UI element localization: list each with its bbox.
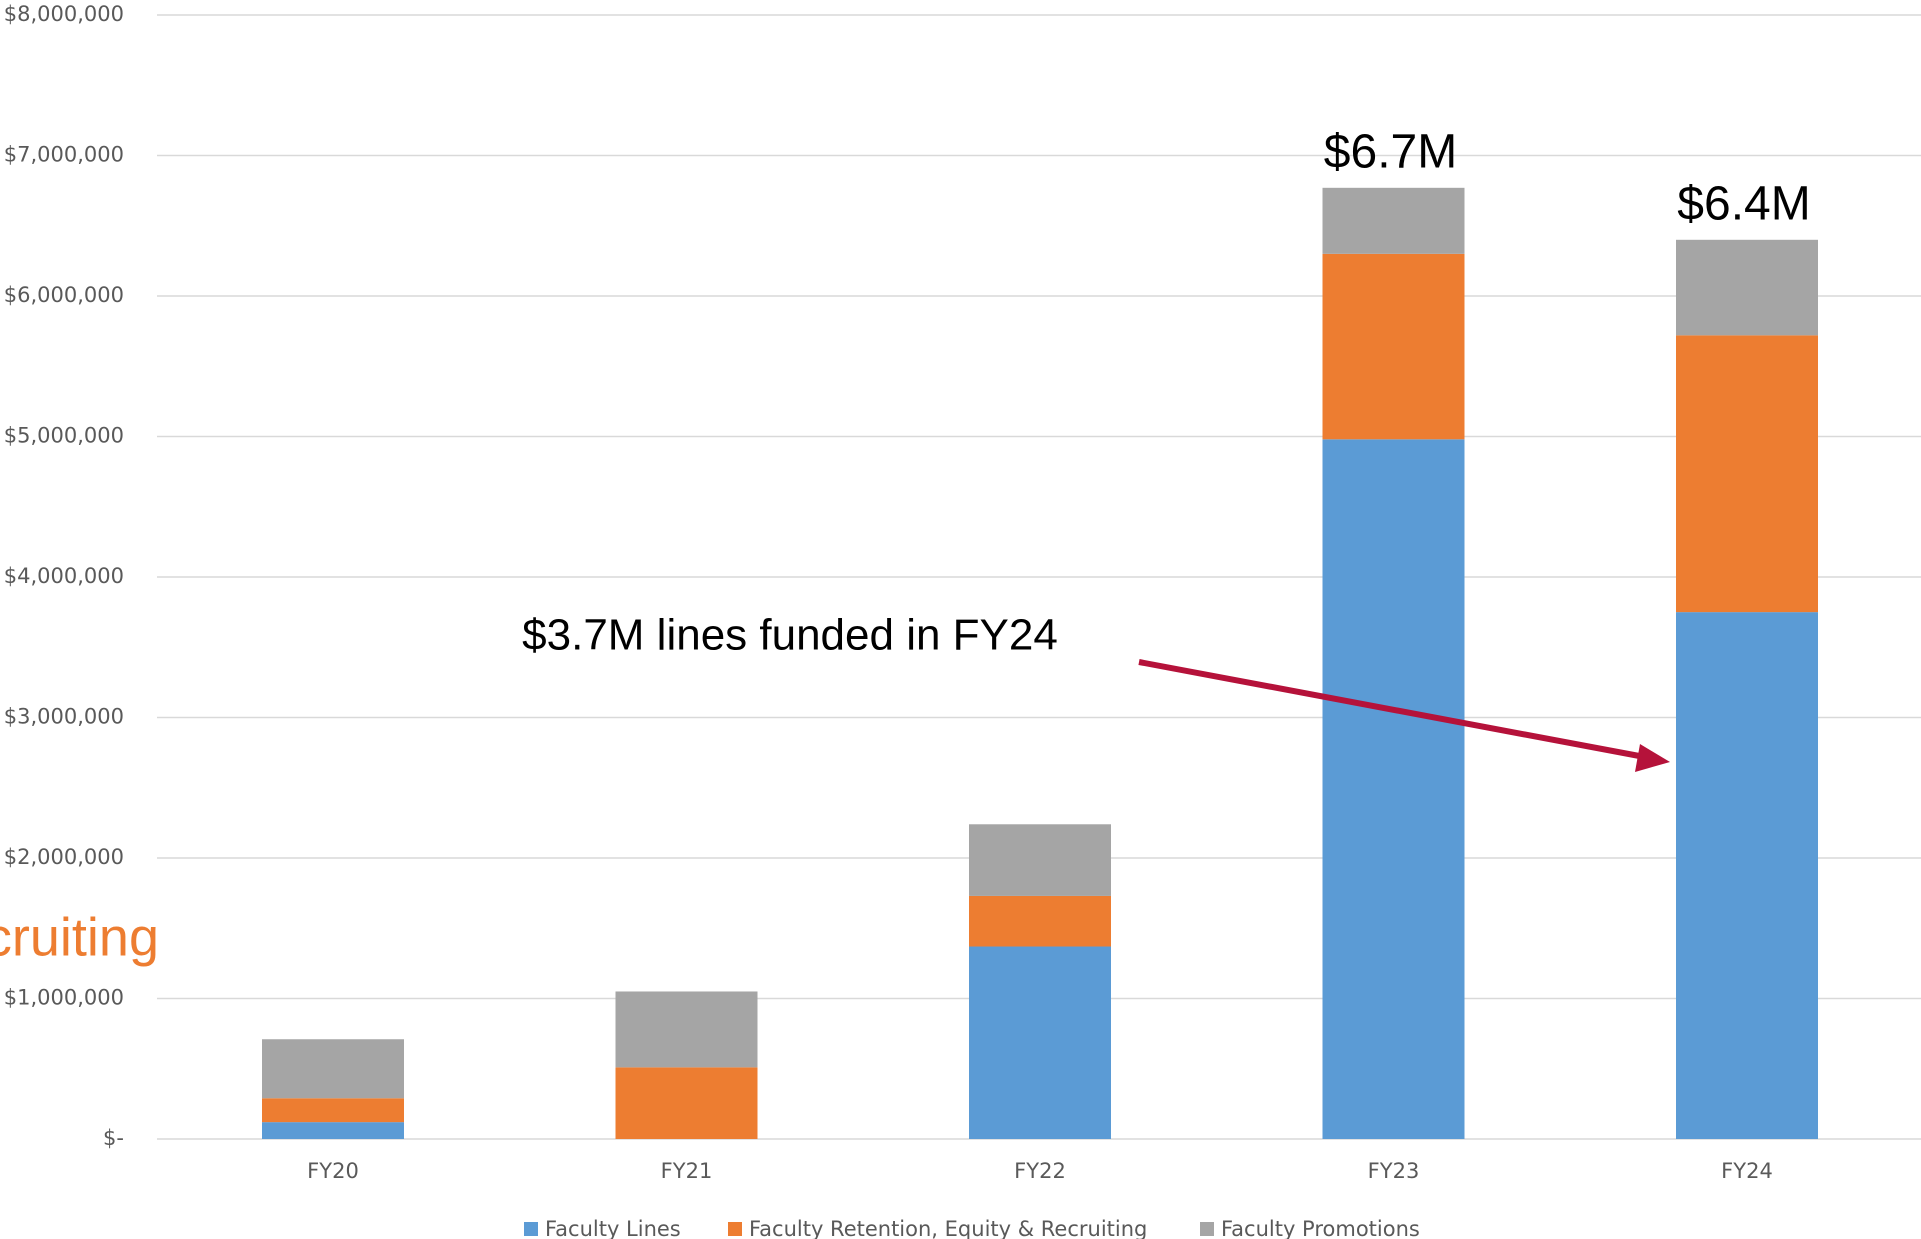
arrow-head [1635, 744, 1670, 772]
total-label: $6.7M [1324, 125, 1457, 178]
bar-segment [262, 1098, 404, 1123]
y-tick-label: $4,000,000 [4, 564, 124, 588]
bar-segment [1676, 612, 1818, 1139]
x-tick-label: FY20 [307, 1159, 359, 1183]
annotation-arrow [1138, 659, 1651, 761]
bar-segment [969, 946, 1111, 1139]
y-tick-label: $8,000,000 [4, 2, 124, 26]
legend-label: Faculty Lines [545, 1217, 681, 1239]
legend-label: Faculty Retention, Equity & Recruiting [749, 1217, 1147, 1239]
y-tick-label: $- [103, 1126, 124, 1150]
bar-segment [1322, 439, 1465, 1139]
bar-segment [1322, 187, 1465, 254]
y-tick-label: $1,000,000 [4, 986, 124, 1010]
y-tick-label: $3,000,000 [4, 705, 124, 729]
x-tick-label: FY24 [1721, 1159, 1773, 1183]
bar-segment [1676, 239, 1818, 336]
bar-segment [615, 1067, 758, 1139]
x-tick-label: FY21 [661, 1159, 713, 1183]
title-fragment: cruiting [0, 907, 159, 967]
legend-swatch [524, 1222, 538, 1236]
y-tick-label: $6,000,000 [4, 283, 124, 307]
legend-label: Faculty Promotions [1221, 1217, 1420, 1239]
x-tick-label: FY23 [1368, 1159, 1420, 1183]
bar-segment [262, 1039, 404, 1099]
bar-segment [1322, 253, 1465, 440]
legend-swatch [1200, 1222, 1214, 1236]
bar-segment [262, 1122, 404, 1139]
legend-swatch [728, 1222, 742, 1236]
y-tick-label: $7,000,000 [4, 143, 124, 167]
annotation: $3.7M lines funded in FY24 [522, 611, 1058, 660]
bar-segment [969, 895, 1111, 947]
y-tick-label: $5,000,000 [4, 424, 124, 448]
bar-segment [615, 991, 758, 1068]
bar-segment [1676, 335, 1818, 613]
bar-segment [969, 824, 1111, 896]
x-tick-label: FY22 [1014, 1159, 1066, 1183]
total-label: $6.4M [1677, 177, 1810, 230]
y-tick-label: $2,000,000 [4, 845, 124, 869]
